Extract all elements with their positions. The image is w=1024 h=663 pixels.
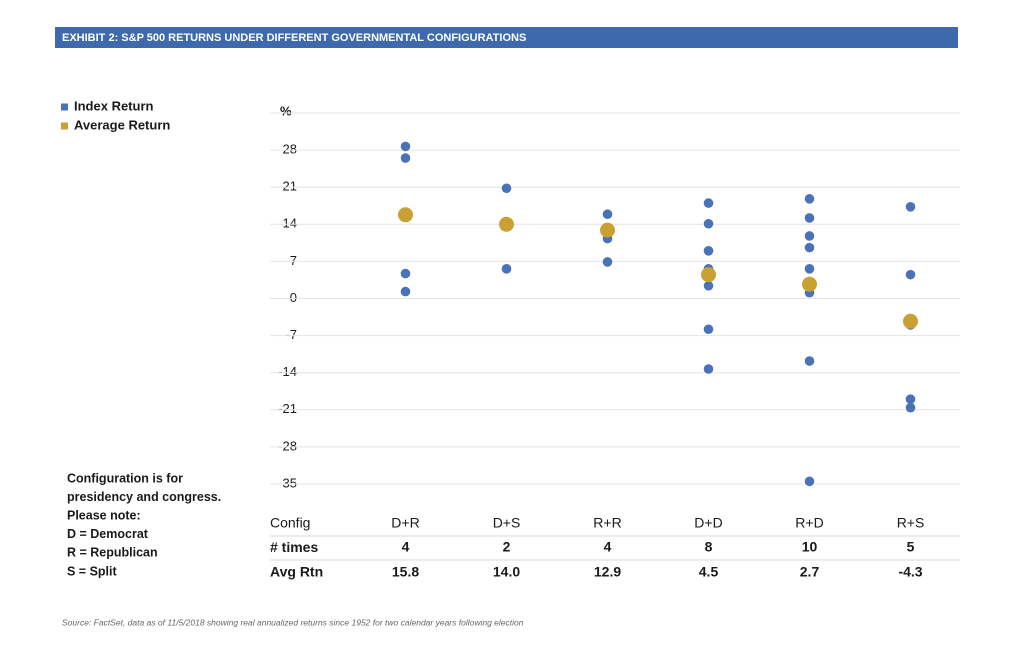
note-line: D = Democrat	[67, 527, 149, 541]
index-dot	[602, 257, 613, 267]
average-dot	[398, 207, 413, 223]
row-label: Avg Rtn	[270, 564, 323, 580]
note-line: Please note:	[67, 508, 141, 522]
y-axis-label: %	[280, 103, 292, 118]
y-tick-label: 0	[290, 290, 297, 305]
avg-label: 2.7	[800, 564, 820, 580]
legend-label: Index Return	[74, 98, 154, 113]
category-label: D+D	[694, 515, 722, 531]
index-dot	[703, 324, 714, 335]
legend-swatch	[61, 103, 68, 111]
y-tick-label: 7	[290, 253, 297, 268]
category-label: R+D	[795, 515, 823, 531]
chart-title: EXHIBIT 2: S&P 500 RETURNS UNDER DIFFERE…	[62, 32, 526, 44]
category-label: R+S	[897, 515, 925, 531]
avg-label: 14.0	[493, 564, 520, 580]
index-dot	[400, 286, 411, 297]
row-label: # times	[270, 539, 318, 555]
y-tick-label: -21	[278, 401, 297, 416]
y-tick-label: 21	[283, 179, 297, 194]
y-tick-label: -28	[278, 438, 297, 453]
y-tick-label: -7	[285, 327, 297, 342]
y-tick-label: 28	[283, 142, 297, 157]
legend-swatch	[61, 122, 68, 130]
index-dot	[905, 402, 916, 413]
avg-label: -4.3	[898, 564, 922, 580]
note-line: S = Split	[67, 564, 118, 578]
index-dot	[804, 231, 815, 241]
average-dot	[499, 216, 514, 232]
index-dot	[703, 280, 714, 291]
count: 5	[907, 539, 915, 555]
avg-label: 15.8	[392, 564, 419, 580]
index-dot	[703, 198, 714, 208]
index-dot	[905, 202, 916, 212]
index-dot	[804, 264, 815, 274]
y-tick-label: -14	[278, 364, 297, 379]
category-label: D+S	[493, 515, 521, 531]
index-dot	[602, 209, 613, 220]
source: Source: FactSet, data as of 11/5/2018 sh…	[62, 617, 524, 627]
note-line: R = Republican	[67, 546, 158, 560]
note-line: presidency and congress.	[67, 490, 221, 504]
y-tick-label: -35	[278, 475, 297, 490]
index-dot	[400, 268, 411, 279]
index-dot	[804, 356, 815, 366]
index-dot	[400, 153, 411, 163]
index-dot	[703, 246, 714, 256]
index-dot	[905, 269, 916, 280]
avg-label: 12.9	[594, 564, 621, 580]
header-bar	[55, 27, 958, 48]
index-dot	[703, 218, 714, 229]
index-dot	[804, 213, 815, 223]
count: 4	[402, 539, 410, 555]
average-dot	[701, 267, 716, 283]
index-dot	[804, 194, 815, 204]
index-dot	[703, 364, 714, 374]
category-label: D+R	[391, 515, 419, 531]
avg-label: 4.5	[699, 564, 719, 580]
index-dot	[501, 264, 512, 274]
average-dot	[802, 276, 817, 292]
index-dot	[501, 183, 512, 194]
y-tick-label: 14	[283, 216, 297, 231]
legend-label: Average Return	[74, 117, 170, 132]
row-label: Config	[270, 515, 310, 531]
index-dot	[804, 476, 815, 487]
count: 8	[705, 539, 713, 555]
index-dot	[400, 141, 411, 152]
count: 10	[802, 539, 818, 555]
index-dot	[804, 242, 815, 253]
note-line: Configuration is for	[67, 471, 183, 485]
count: 4	[604, 539, 612, 555]
average-dot	[600, 222, 615, 238]
count: 2	[503, 539, 511, 555]
average-dot	[903, 313, 918, 329]
index-dot	[905, 394, 916, 405]
category-label: R+R	[593, 515, 621, 531]
